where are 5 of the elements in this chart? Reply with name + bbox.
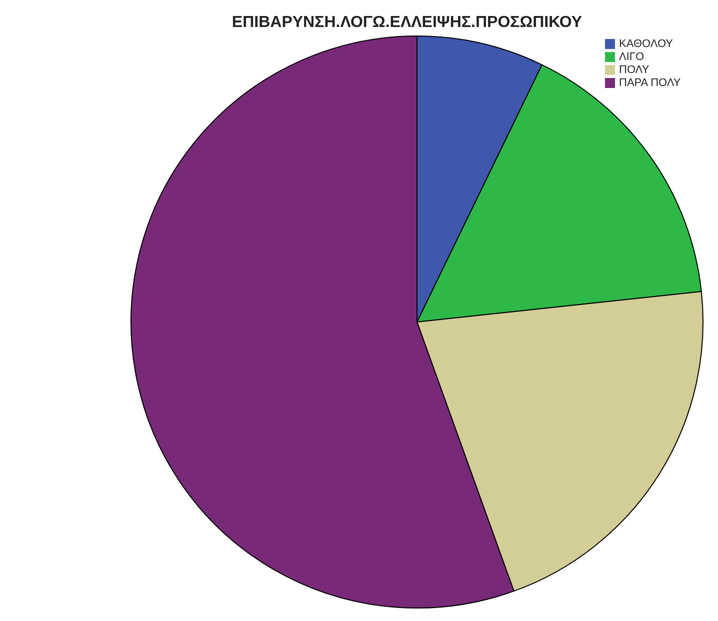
legend-label: ΠΑΡΑ ΠΟΛΥ <box>619 77 681 89</box>
chart-title: ΕΠΙΒΑΡΥΝΣΗ.ΛΟΓΩ.ΕΛΛΕΙΨΗΣ.ΠΡΟΣΩΠΙΚΟΥ <box>232 14 582 31</box>
legend-label: ΠΟΛΥ <box>619 64 650 76</box>
legend-label: ΛΙΓΟ <box>619 51 644 63</box>
legend-label: ΚΑΘΟΛΟΥ <box>619 38 674 50</box>
